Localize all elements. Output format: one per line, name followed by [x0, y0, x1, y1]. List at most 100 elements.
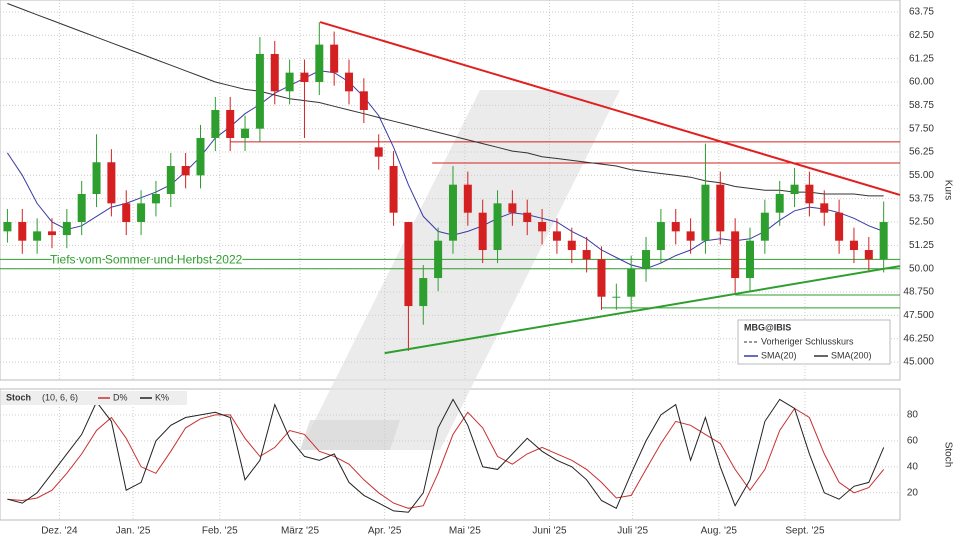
- candle-body: [181, 166, 190, 176]
- candle-body: [92, 162, 101, 195]
- candle-body: [285, 72, 294, 92]
- y-axis-label: Stoch: [942, 442, 953, 468]
- y-tick-label: 45.000: [903, 357, 934, 368]
- candle-body: [760, 212, 769, 241]
- x-tick-label: März '25: [281, 526, 319, 537]
- legend-title: MBG@IBIS: [744, 322, 791, 332]
- x-tick-label: Feb. '25: [202, 526, 238, 537]
- y-tick-label: 50.00: [909, 263, 934, 274]
- candle-body: [77, 194, 86, 223]
- candle-body: [849, 240, 858, 251]
- candle-body: [835, 212, 844, 241]
- candle-body: [478, 212, 487, 251]
- candle-body: [805, 184, 814, 204]
- candle-body: [300, 72, 309, 82]
- x-tick-label: Juli '25: [617, 526, 648, 537]
- candle-body: [701, 184, 710, 241]
- candle-body: [879, 222, 888, 260]
- candle-body: [434, 240, 443, 279]
- candle-body: [404, 222, 413, 307]
- candle-body: [746, 240, 754, 279]
- watermark: [300, 90, 620, 450]
- y-tick-label: 60: [907, 436, 919, 447]
- candle-body: [47, 231, 56, 236]
- x-tick-label: Mai '25: [449, 526, 481, 537]
- candle-body: [508, 203, 517, 213]
- y-axis-label: Kurs: [942, 180, 953, 201]
- annotation: Tiefs vom Sommer und Herbst 2022: [50, 253, 243, 267]
- candle-body: [597, 259, 606, 297]
- panel-params: (10, 6, 6): [42, 392, 78, 402]
- legend-entry: D%: [113, 392, 128, 402]
- candle-body: [211, 109, 220, 138]
- candle-body: [820, 203, 829, 213]
- candle-body: [552, 231, 561, 241]
- watermark: [300, 420, 400, 450]
- candle-body: [523, 212, 532, 223]
- candle-body: [359, 91, 368, 110]
- trend-line: [319, 21, 901, 196]
- candle-body: [33, 231, 42, 241]
- candle-body: [493, 203, 502, 251]
- y-tick-label: 58.75: [909, 100, 934, 111]
- candle-body: [315, 44, 324, 82]
- y-tick-label: 80: [907, 410, 919, 421]
- candle-body: [775, 194, 784, 213]
- y-tick-label: 51.25: [909, 240, 934, 251]
- y-tick-label: 63.75: [909, 7, 934, 18]
- candle-body: [567, 240, 576, 251]
- y-tick-label: 55.00: [909, 170, 934, 181]
- legend-entry: SMA(200): [831, 350, 872, 360]
- y-tick-label: 40: [907, 461, 919, 472]
- candle-body: [226, 109, 235, 138]
- legend-entry: SMA(20): [761, 350, 797, 360]
- candle-body: [137, 203, 146, 223]
- line-series: [7, 3, 884, 197]
- candle-body: [731, 231, 740, 279]
- panel-title: Stoch: [6, 392, 31, 402]
- legend-entry: K%: [155, 392, 169, 402]
- y-tick-label: 53.75: [909, 193, 934, 204]
- candle-body: [330, 44, 339, 73]
- x-tick-label: Juni '25: [532, 526, 567, 537]
- candle-body: [374, 147, 383, 157]
- candle-body: [448, 184, 457, 241]
- candle-body: [241, 128, 250, 138]
- line-series: [7, 398, 885, 513]
- y-tick-label: 56.25: [909, 147, 934, 158]
- x-tick-label: Dez. '24: [41, 526, 78, 537]
- x-tick-label: Aug. '25: [701, 526, 738, 537]
- y-tick-label: 60.00: [909, 77, 934, 88]
- y-tick-label: 57.50: [909, 123, 934, 134]
- x-tick-label: Jan. '25: [116, 526, 151, 537]
- candle-body: [255, 53, 264, 129]
- candle-body: [166, 166, 175, 195]
- stoch-header: [1, 391, 187, 405]
- candle-body: [656, 222, 665, 251]
- candle-body: [122, 203, 131, 223]
- y-tick-label: 61.25: [909, 53, 934, 64]
- candle-body: [612, 296, 621, 298]
- candle-body: [62, 222, 71, 236]
- candle-body: [270, 53, 279, 92]
- candle-body: [196, 137, 205, 176]
- y-tick-label: 48.750: [903, 287, 934, 298]
- candle-body: [864, 250, 873, 260]
- y-tick-label: 47.500: [903, 310, 934, 321]
- y-tick-label: 52.50: [909, 217, 934, 228]
- line-series: [7, 407, 885, 509]
- candle-body: [463, 184, 472, 213]
- candle-body: [686, 231, 695, 241]
- candle-body: [18, 222, 27, 241]
- candle-body: [627, 268, 636, 297]
- candle-body: [582, 250, 591, 260]
- candle-body: [538, 222, 547, 232]
- candle-body: [716, 184, 725, 232]
- candle-body: [151, 194, 160, 204]
- candle-body: [419, 278, 428, 307]
- y-tick-label: 46.250: [903, 333, 934, 344]
- candle-body: [3, 222, 12, 232]
- candle-body: [642, 250, 651, 269]
- y-tick-label: 20: [907, 487, 919, 498]
